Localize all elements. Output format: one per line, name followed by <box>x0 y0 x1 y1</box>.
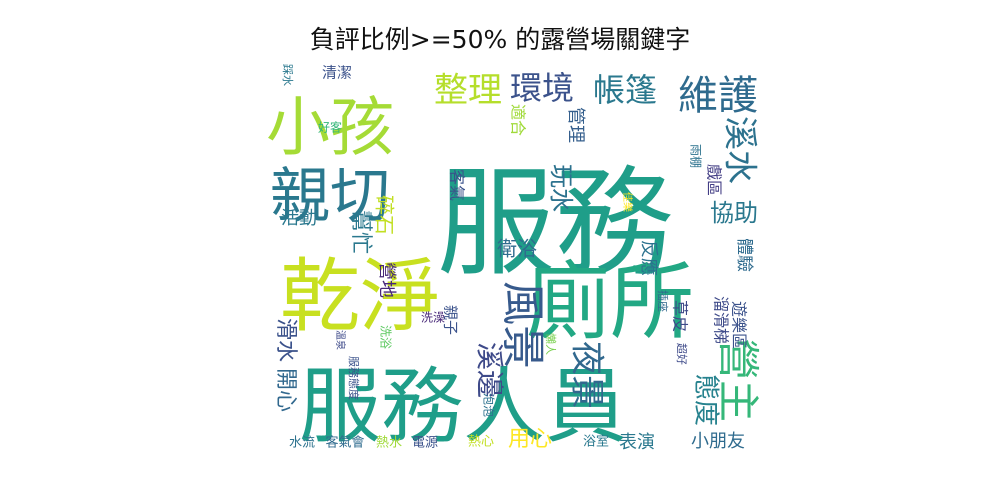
word-5: 親切 <box>270 162 390 232</box>
word-3: 服務人員 <box>299 359 627 454</box>
word-41: 熱水 <box>376 436 402 451</box>
word-23: 用心 <box>508 427 552 452</box>
word-49: 服務態度 <box>347 356 361 400</box>
word-33: 草皮 <box>671 300 690 332</box>
word-10: 整理 <box>434 71 502 111</box>
word-32: 體驗 <box>734 238 754 272</box>
word-0: 服務 <box>437 154 673 292</box>
word-37: 遊樂區 <box>730 301 749 349</box>
word-9: 溪水 <box>720 116 760 184</box>
word-51: 踩水 <box>281 64 294 86</box>
word-42: 電源 <box>412 436 438 451</box>
word-43: 熱心 <box>468 435 494 450</box>
word-14: 溪邊 <box>473 342 506 398</box>
word-19: 滑水 <box>273 318 298 362</box>
word-26: 活動 <box>281 208 317 229</box>
word-2: 廁所 <box>526 253 694 351</box>
word-8: 維護 <box>678 73 758 119</box>
word-17: 協助 <box>710 199 758 227</box>
word-52: 懶人 <box>544 333 557 355</box>
word-46: 雨棚 <box>689 144 704 168</box>
word-30: 營地 <box>376 262 397 298</box>
word-35: 親子 <box>442 305 460 335</box>
word-55: 溫泉 <box>334 330 347 350</box>
word-36: 溜滑梯 <box>712 296 731 344</box>
word-18: 開心 <box>273 368 298 412</box>
word-6: 風景 <box>497 281 548 369</box>
word-7: 營主 <box>714 338 763 422</box>
word-24: 小朋友 <box>691 431 745 452</box>
chart-title: 負評比例>=50% 的露營場關鍵字 <box>309 25 691 54</box>
word-12: 帳篷 <box>593 71 657 109</box>
word-45: 好客 <box>318 120 342 135</box>
word-15: 態度 <box>691 374 721 426</box>
word-27: 管理 <box>565 107 586 143</box>
word-13: 夜景 <box>567 341 607 409</box>
word-38: 清潔 <box>322 64 352 82</box>
word-48: 洗浴 <box>379 325 393 349</box>
word-50: 泡泡 <box>482 393 496 417</box>
word-54: 插座 <box>656 290 670 312</box>
word-56: 佳樂 <box>621 192 634 212</box>
word-11: 環境 <box>510 69 574 107</box>
word-1: 乾淨 <box>280 250 440 343</box>
word-22: 衛浴 <box>497 237 537 261</box>
word-4: 小孩 <box>266 92 394 166</box>
word-53: 超好 <box>675 343 689 365</box>
word-47: 洗澡 <box>421 311 445 325</box>
word-31: 反應 <box>638 240 660 276</box>
word-40: 客氣會 <box>325 435 364 451</box>
word-21: 碎石 <box>373 195 397 235</box>
word-16: 玩水 <box>547 164 575 212</box>
word-25: 表演 <box>619 432 655 453</box>
word-20: 幫忙 <box>348 210 373 254</box>
word-34: 戲區 <box>705 164 724 196</box>
word-39: 水流 <box>289 436 315 451</box>
word-29: 客氣 <box>448 169 467 201</box>
word-44: 浴室 <box>583 434 609 450</box>
word-28: 適合 <box>509 104 528 136</box>
